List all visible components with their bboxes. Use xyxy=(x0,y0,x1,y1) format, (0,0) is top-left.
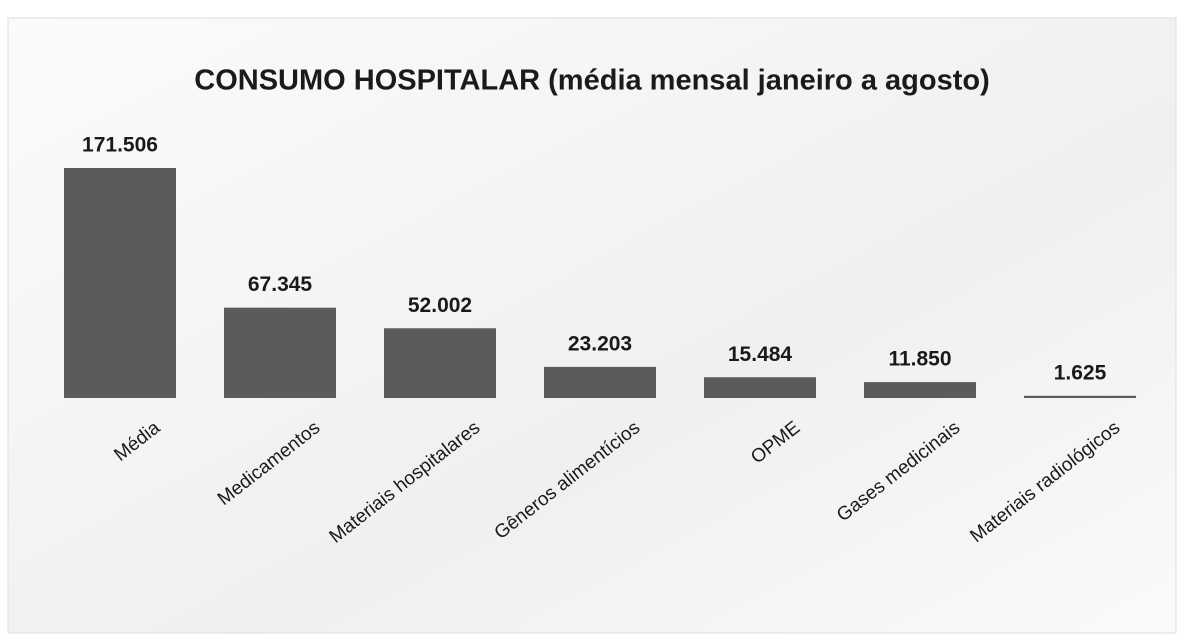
bar xyxy=(64,168,176,398)
value-label: 11.850 xyxy=(888,348,951,371)
bar xyxy=(704,377,816,398)
chart-background xyxy=(7,17,1177,634)
value-label: 23.203 xyxy=(568,332,632,355)
bar xyxy=(544,366,656,398)
value-label: 15.484 xyxy=(728,343,793,366)
value-label: 52.002 xyxy=(408,294,472,317)
bar xyxy=(384,328,496,398)
value-label: 1.625 xyxy=(1054,361,1107,384)
value-label: 67.345 xyxy=(248,273,313,296)
bar xyxy=(224,307,336,398)
value-label: 171.506 xyxy=(82,134,158,157)
chart-title: CONSUMO HOSPITALAR (média mensal janeiro… xyxy=(194,65,989,97)
bar xyxy=(1024,395,1136,398)
bar xyxy=(864,382,976,398)
